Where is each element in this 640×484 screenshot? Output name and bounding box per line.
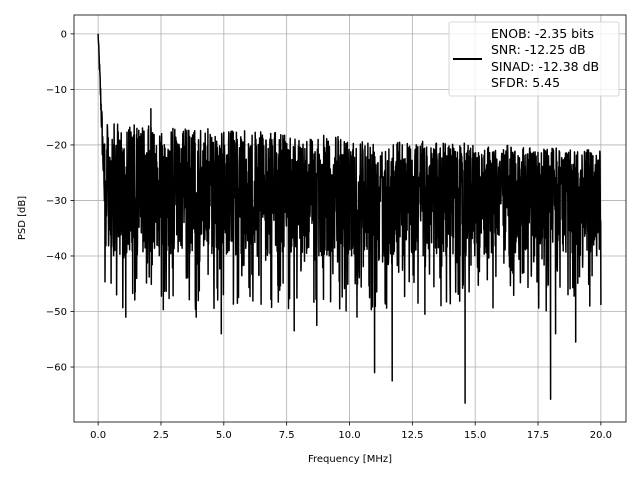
y-tick-label: −10 [46, 85, 67, 96]
y-tick-label: −30 [46, 196, 67, 207]
y-axis-ticks: 0 −10 −20 −30 −40 −50 −60 [46, 29, 74, 374]
x-tick-label: 12.5 [401, 430, 423, 441]
legend-sfdr: SFDR: 5.45 [491, 75, 560, 90]
legend-enob: ENOB: -2.35 bits [491, 26, 594, 41]
y-axis-label: PSD [dB] [17, 196, 28, 240]
legend-box [448, 21, 620, 97]
x-tick-label: 15.0 [464, 430, 486, 441]
x-tick-label: 20.0 [590, 430, 612, 441]
x-axis-label: Frequency [MHz] [308, 454, 392, 465]
y-tick-label: −40 [46, 251, 67, 262]
legend-sinad: SINAD: -12.38 dB [491, 59, 599, 74]
x-tick-label: 5.0 [216, 430, 232, 441]
y-tick-label: −60 [46, 363, 67, 374]
legend: ENOB: -2.35 bits SNR: -12.25 dB SINAD: -… [448, 21, 620, 97]
plot-frame [73, 14, 627, 423]
y-tick-label: 0 [61, 29, 67, 40]
y-tick-label: −50 [46, 307, 67, 318]
x-axis-ticks: 0.0 2.5 5.0 7.5 10.0 12.5 15.0 17.5 20.0 [90, 422, 612, 441]
x-tick-label: 0.0 [90, 430, 106, 441]
x-tick-label: 10.0 [338, 430, 360, 441]
x-tick-label: 17.5 [527, 430, 549, 441]
x-tick-label: 7.5 [279, 430, 295, 441]
x-tick-label: 2.5 [153, 430, 169, 441]
psd-line [97, 33, 602, 404]
legend-snr: SNR: -12.25 dB [491, 42, 586, 57]
psd-trace [97, 33, 602, 404]
y-tick-label: −20 [46, 140, 67, 151]
